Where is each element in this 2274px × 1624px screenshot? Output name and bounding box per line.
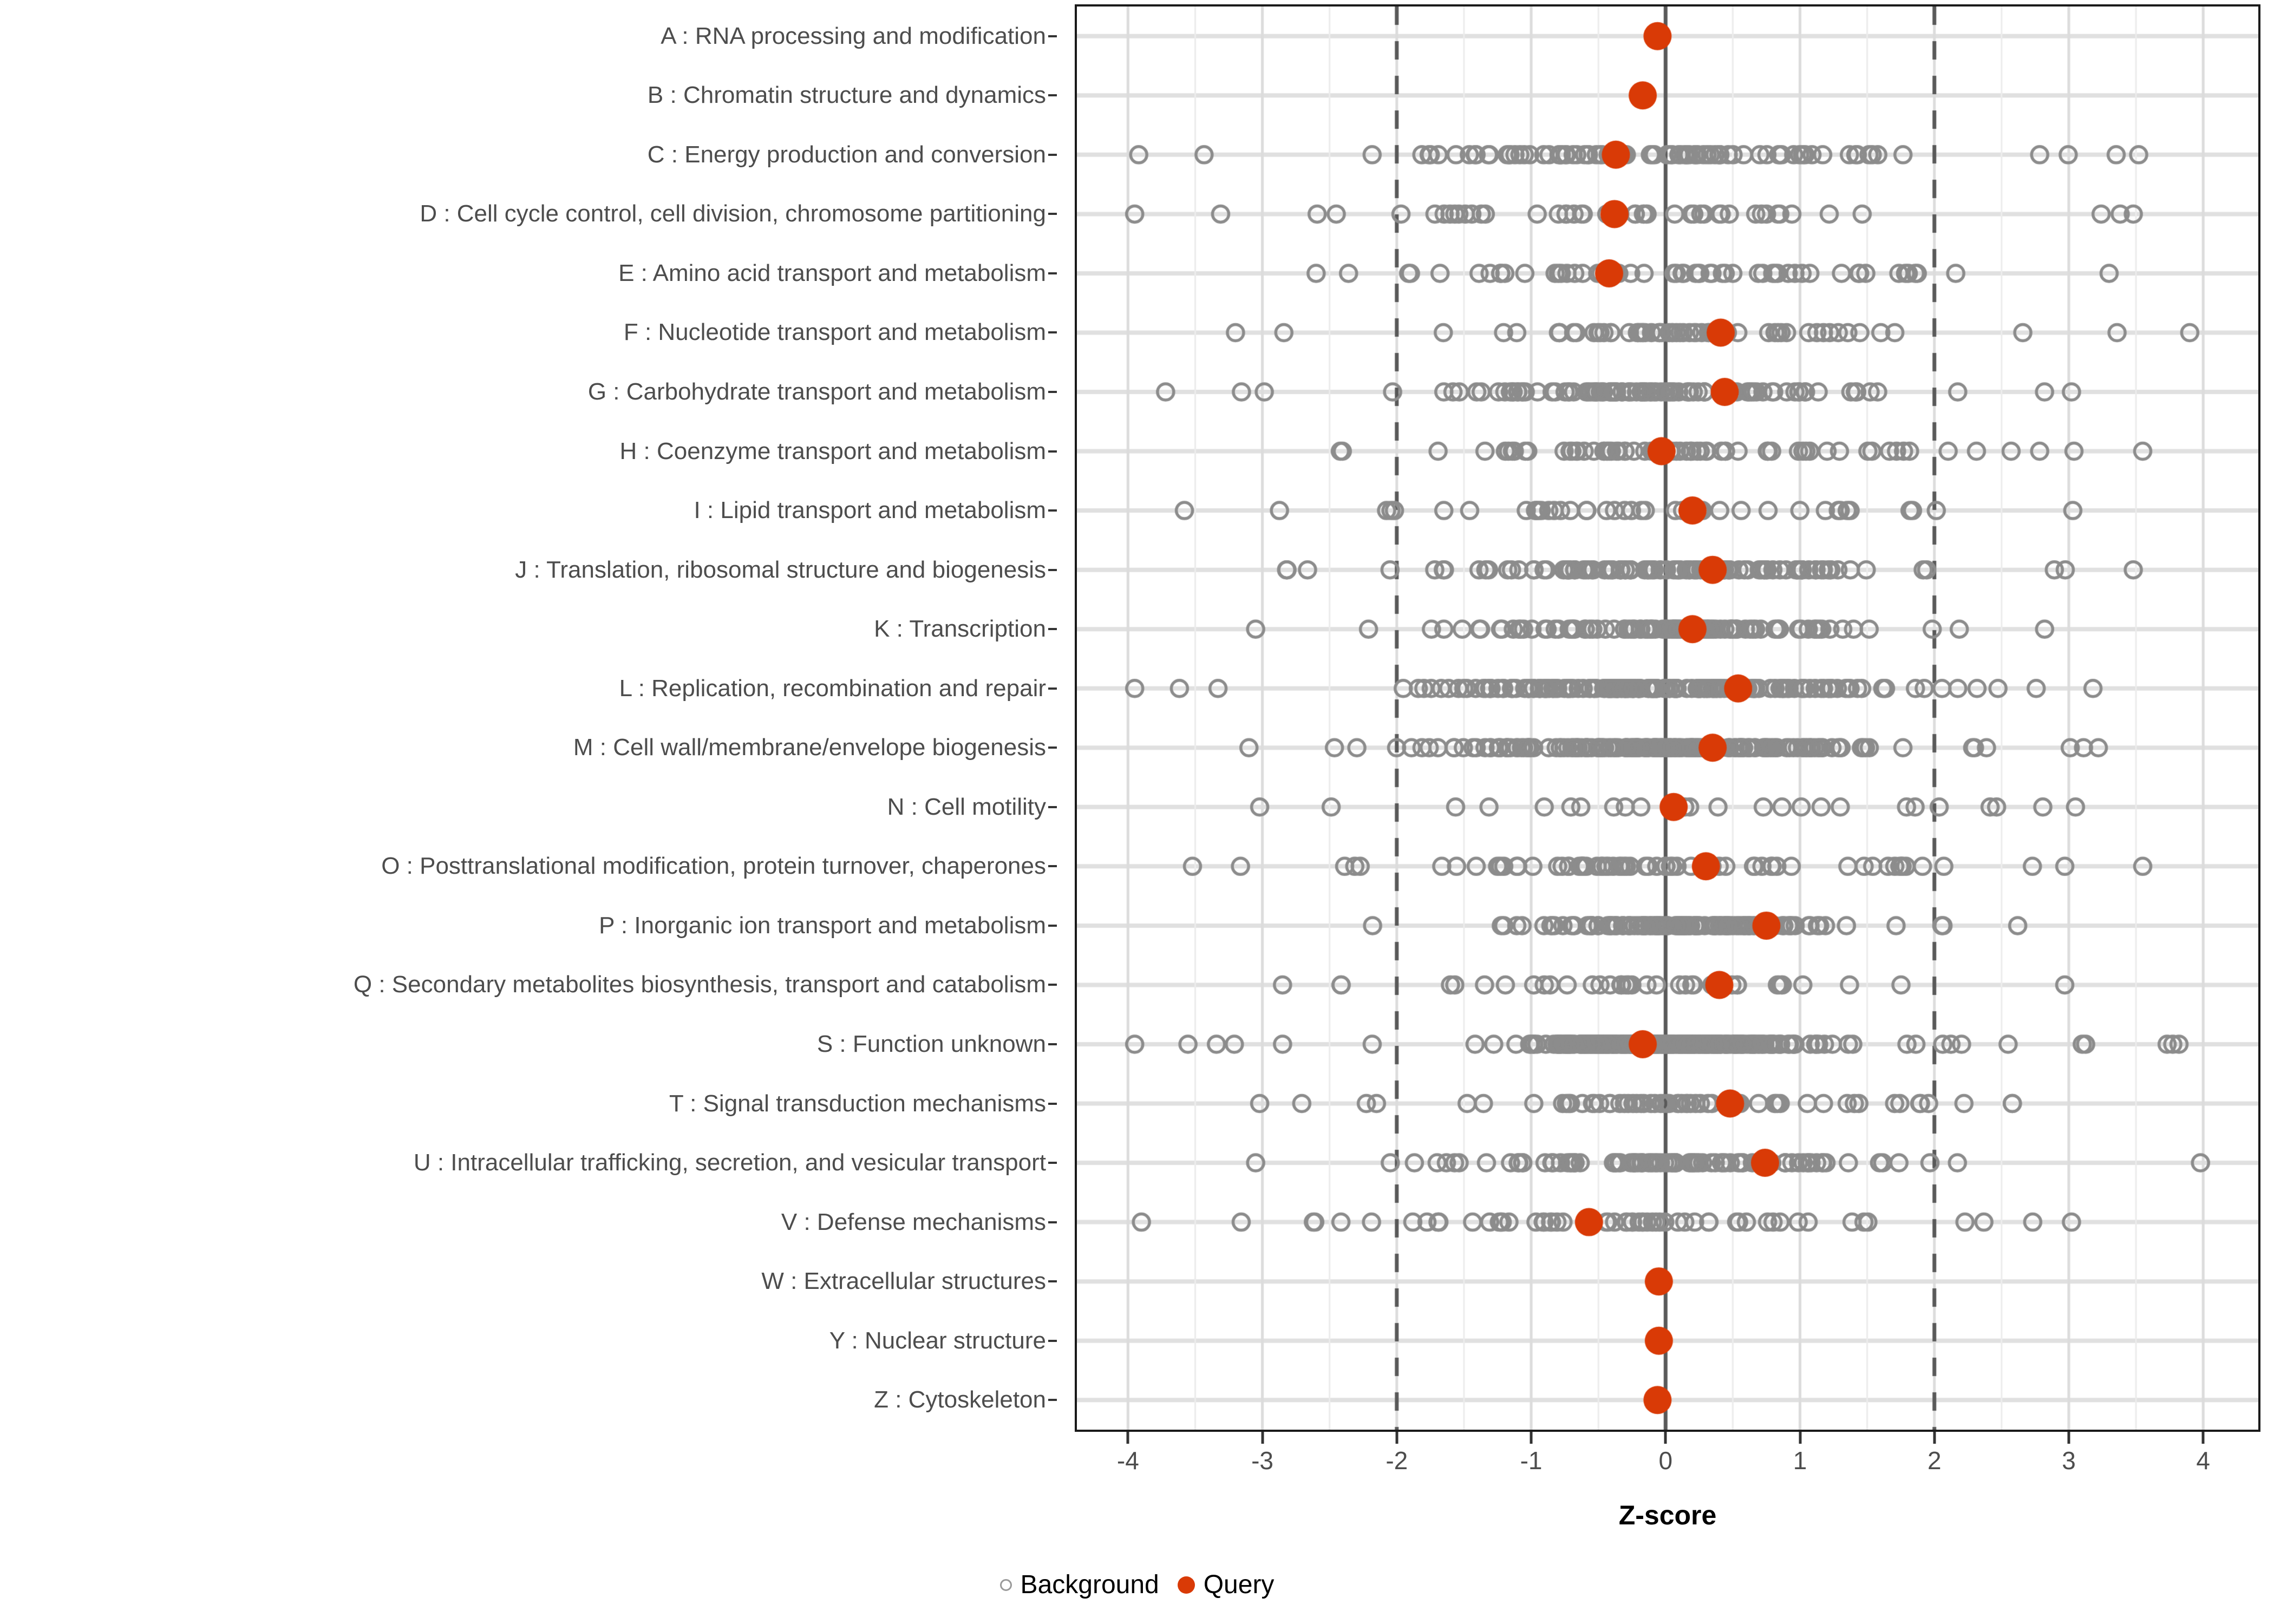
x-axis-tick-mark [2067, 1432, 2070, 1444]
y-axis-tick-mark [1048, 1221, 1057, 1223]
y-axis-tick-mark [1048, 924, 1057, 927]
y-axis-tick-label: V : Defense mechanisms [781, 1208, 1046, 1235]
y-axis-tick-mark [1048, 806, 1057, 808]
y-axis-tick-label: K : Transcription [874, 615, 1046, 643]
x-axis-tick-label: -4 [1116, 1446, 1139, 1475]
legend-entry-background: Background [999, 1570, 1159, 1600]
y-axis-tick-mark [1048, 687, 1057, 690]
x-axis: -4 -3 -2 -1 0 1 2 3 4 [1075, 1432, 2260, 1502]
y-axis-tick-label: D : Cell cycle control, cell division, c… [420, 200, 1046, 227]
y-axis-tick-mark [1048, 509, 1057, 512]
y-axis-tick-mark [1048, 213, 1057, 215]
y-axis-tick-mark [1048, 628, 1057, 631]
x-axis-tick-mark [1126, 1432, 1129, 1444]
y-axis-tick-label: I : Lipid transport and metabolism [694, 497, 1046, 524]
x-axis-tick-mark [1261, 1432, 1264, 1444]
plot-panel [1075, 4, 2260, 1432]
y-axis-tick-mark [1048, 94, 1057, 97]
scatter-canvas [1077, 6, 2258, 1430]
x-axis-tick-label: -1 [1520, 1446, 1543, 1475]
y-axis-tick-label: F : Nucleotide transport and metabolism [623, 319, 1046, 346]
y-axis-tick-label: Y : Nuclear structure [829, 1327, 1046, 1354]
y-axis-tick-label: W : Extracellular structures [761, 1268, 1046, 1295]
x-axis-tick-label: 3 [2062, 1446, 2076, 1475]
x-axis-tick-label: 4 [2196, 1446, 2211, 1475]
y-axis-tick-label: C : Energy production and conversion [647, 141, 1046, 168]
open-circle-icon [999, 1579, 1012, 1591]
y-axis-tick-label: S : Function unknown [816, 1030, 1046, 1057]
y-axis-tick-mark [1048, 1043, 1057, 1045]
y-axis-tick-label: G : Carbohydrate transport and metabolis… [587, 378, 1046, 405]
x-axis-tick-mark [1530, 1432, 1533, 1444]
y-axis-tick-mark [1048, 1399, 1057, 1402]
y-axis-tick-label: A : RNA processing and modification [661, 22, 1046, 49]
y-axis-tick-label: M : Cell wall/membrane/envelope biogenes… [573, 734, 1046, 761]
y-axis-tick-label: J : Translation, ribosomal structure and… [515, 556, 1046, 583]
y-axis-tick-label: T : Signal transduction mechanisms [669, 1090, 1046, 1117]
y-axis-tick-mark [1048, 272, 1057, 274]
y-axis-tick-mark [1048, 391, 1057, 394]
x-axis-tick-label: 2 [1927, 1446, 1942, 1475]
x-axis-tick-label: 0 [1658, 1446, 1673, 1475]
y-axis-tick-mark [1048, 450, 1057, 453]
y-axis-tick-label: Z : Cytoskeleton [874, 1386, 1046, 1413]
y-axis-tick-mark [1048, 1162, 1057, 1164]
y-axis-tick-mark [1048, 331, 1057, 334]
y-axis-tick-label: Q : Secondary metabolites biosynthesis, … [353, 971, 1046, 998]
y-axis-tick-label: B : Chromatin structure and dynamics [647, 82, 1046, 109]
x-axis-tick-mark [1933, 1432, 1936, 1444]
legend-label-query: Query [1203, 1570, 1275, 1599]
y-axis-tick-label: E : Amino acid transport and metabolism [618, 259, 1046, 286]
x-axis-tick-label: -2 [1386, 1446, 1408, 1475]
x-axis-tick-mark [1799, 1432, 1801, 1444]
x-axis-tick-label: 1 [1793, 1446, 1807, 1475]
x-axis-tick-mark [1395, 1432, 1399, 1444]
y-axis-tick-mark [1048, 568, 1057, 571]
y-axis-tick-mark [1048, 1280, 1057, 1283]
y-axis-tick-mark [1048, 1102, 1057, 1105]
x-axis-tick-mark [2201, 1432, 2205, 1444]
x-axis-title: Z-score [1618, 1500, 1717, 1530]
x-axis-tick-mark [1664, 1432, 1667, 1444]
y-axis-tick-mark [1048, 865, 1057, 868]
y-axis-tick-mark [1048, 1339, 1057, 1342]
legend-entry-query: Query [1177, 1570, 1275, 1600]
legend-label-background: Background [1020, 1570, 1159, 1599]
y-axis-tick-label: L : Replication, recombination and repai… [619, 675, 1046, 702]
y-axis-category-labels: A : RNA processing and modification B : C… [0, 0, 1061, 1435]
y-axis-tick-label: P : Inorganic ion transport and metaboli… [599, 912, 1046, 939]
y-axis-tick-label: O : Posttranslational modification, prot… [381, 853, 1046, 880]
y-axis-tick-mark [1048, 746, 1057, 749]
y-axis-tick-mark [1048, 153, 1057, 156]
filled-circle-icon [1177, 1576, 1195, 1594]
y-axis-tick-mark [1048, 35, 1057, 37]
x-axis-tick-label: -3 [1251, 1446, 1274, 1475]
y-axis-tick-label: U : Intracellular trafficking, secretion… [413, 1149, 1046, 1176]
legend: Background Query [0, 1570, 2274, 1600]
y-axis-tick-label: N : Cell motility [887, 793, 1046, 820]
y-axis-tick-mark [1048, 984, 1057, 986]
y-axis-tick-label: H : Coenzyme transport and metabolism [619, 437, 1046, 464]
